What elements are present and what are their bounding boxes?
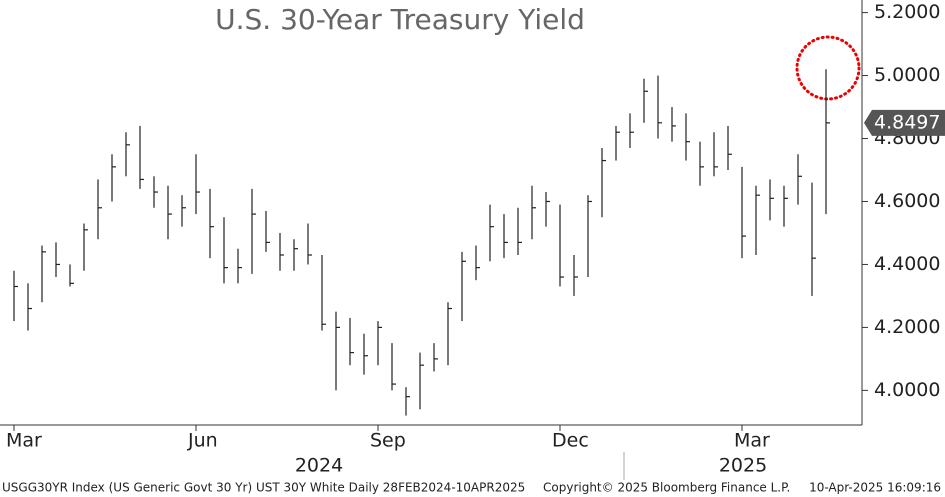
x-tick-label: Jun — [187, 430, 218, 452]
x-tick-label: Mar — [734, 430, 770, 452]
x-tick-label: Mar — [6, 430, 42, 452]
last-value-tag — [864, 109, 945, 136]
x-tick-label: Dec — [552, 430, 589, 452]
y-tick-label: 5.0000 — [874, 64, 940, 86]
footer-right: 10-Apr-2025 16:09:16 — [809, 481, 941, 495]
last-value-label: 4.8497 — [874, 111, 940, 133]
chart-title: U.S. 30-Year Treasury Yield — [215, 3, 585, 36]
highlight-circle — [795, 35, 861, 101]
footer-center: Copyright© 2025 Bloomberg Finance L.P. — [543, 481, 790, 495]
x-tick-label: Sep — [370, 430, 406, 452]
y-tick-label: 4.2000 — [874, 316, 940, 338]
y-tick-label: 4.6000 — [874, 190, 940, 212]
y-tick-label: 5.2000 — [874, 1, 940, 23]
year-label: 2025 — [719, 455, 767, 477]
year-label: 2024 — [295, 455, 343, 477]
y-tick-label: 4.4000 — [874, 253, 940, 275]
y-tick-label: 4.0000 — [874, 379, 940, 401]
footer-left: USGG30YR Index (US Generic Govt 30 Yr) U… — [2, 481, 525, 495]
